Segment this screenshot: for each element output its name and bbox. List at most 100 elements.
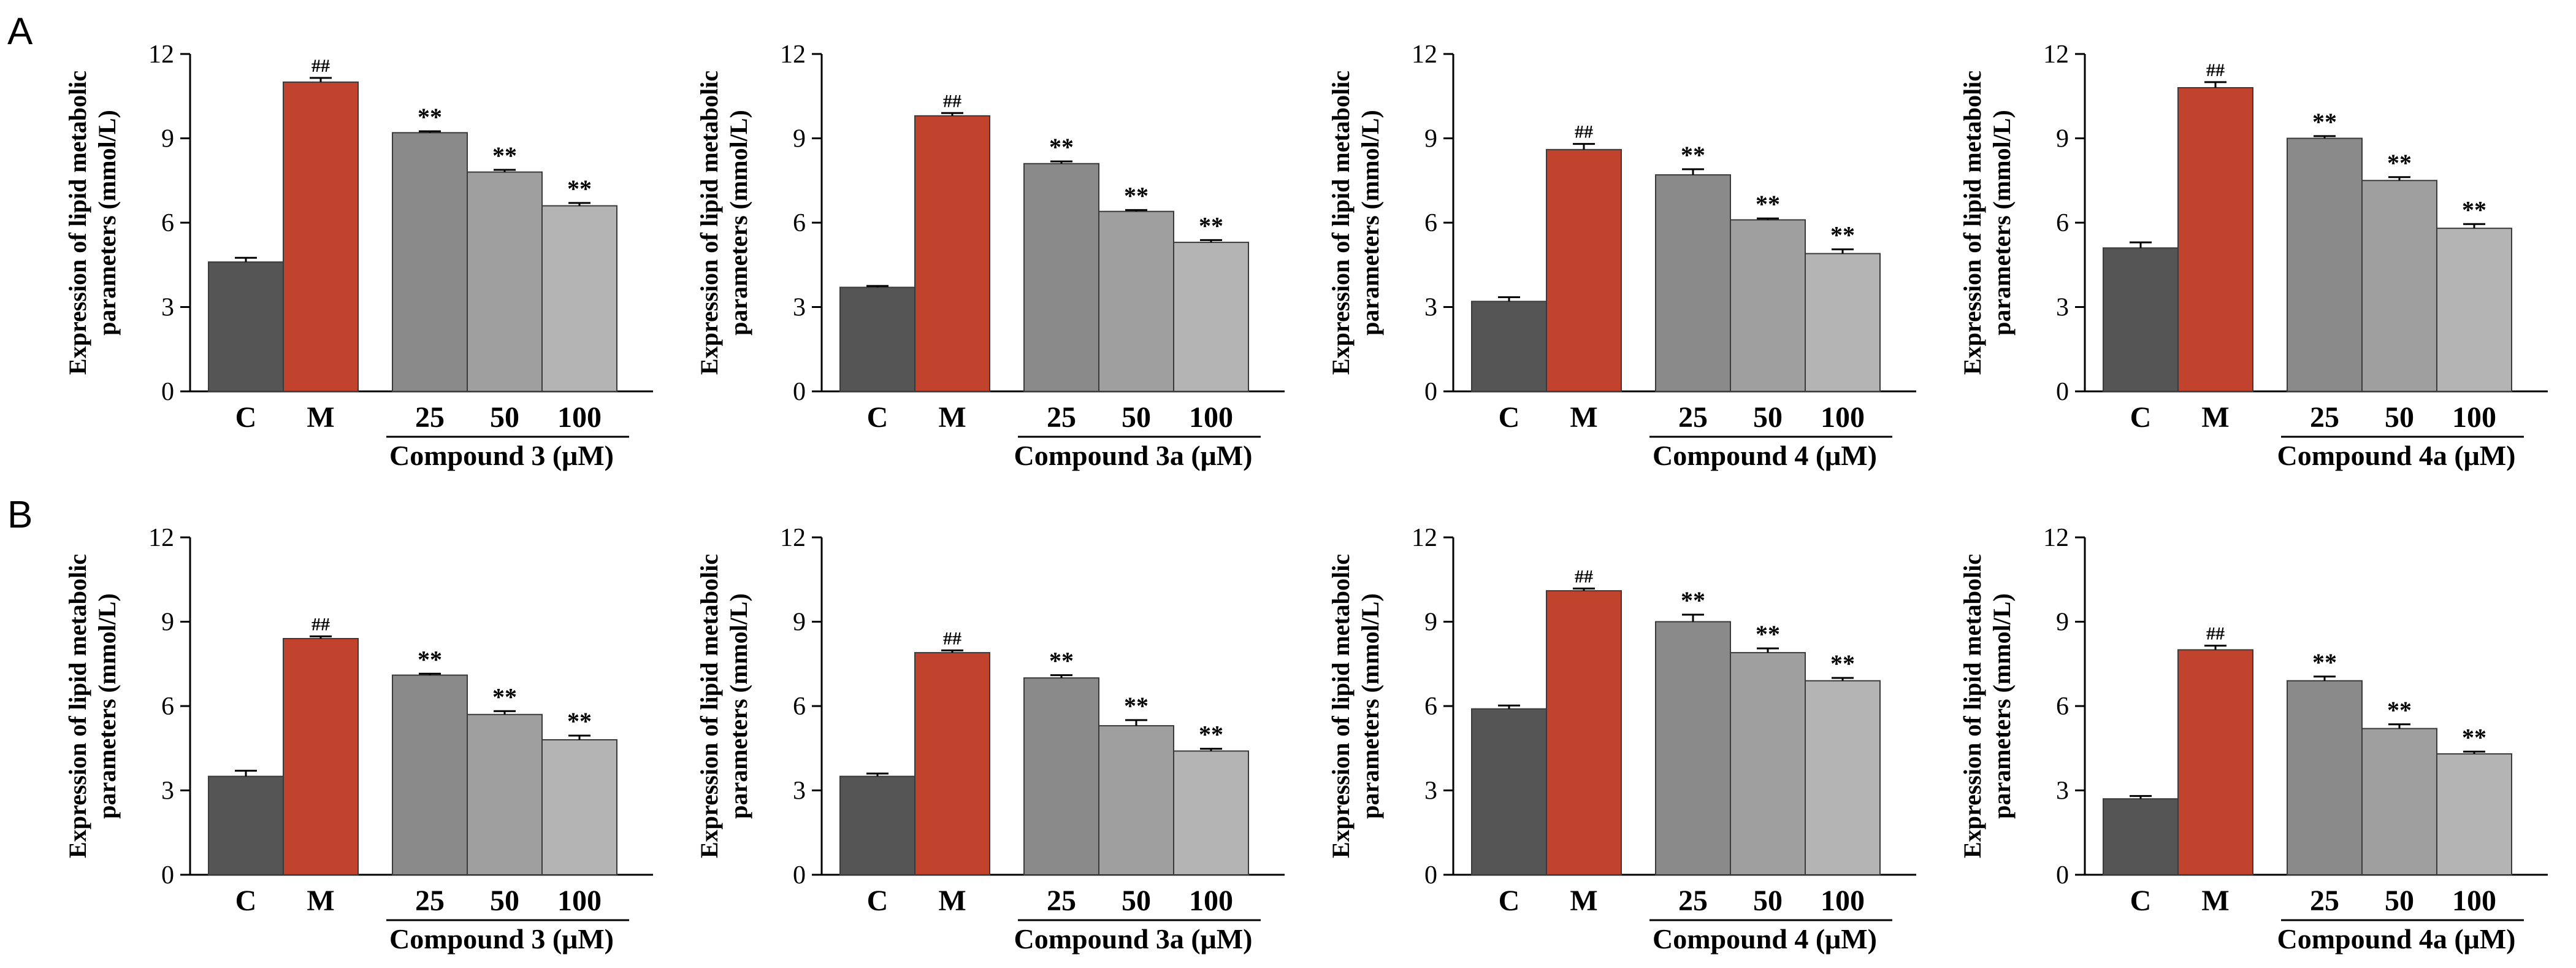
- y-axis-label-line1: Expression of lipid metabolic: [695, 554, 723, 858]
- x-category-label: 100: [1189, 401, 1233, 434]
- bar-50: [467, 171, 543, 392]
- group-label: Compound 4a (μM): [2277, 440, 2515, 471]
- significance-hash: ##: [943, 628, 961, 648]
- y-axis-label-line1: Expression of lipid metabolic: [1959, 71, 1986, 375]
- significance-hash: ##: [311, 614, 330, 634]
- chart-b-1: 0 3 6 9 12 Expression of lipid metabolic param…: [64, 524, 653, 955]
- y-axis-label-line1: Expression of lipid metabolic: [64, 554, 91, 858]
- significance-stars: **: [418, 645, 442, 673]
- significance-stars: **: [2387, 696, 2412, 724]
- y-tick-label: 0: [793, 861, 806, 889]
- bar-C: [839, 775, 915, 876]
- x-category-label: 25: [2310, 885, 2339, 917]
- y-tick-label: 9: [2056, 609, 2069, 637]
- y-tick-label: 3: [2056, 294, 2069, 322]
- chart-b-2: 0 3 6 9 12 Expression of lipid metabolic param…: [695, 524, 1285, 955]
- bar-25: [2287, 680, 2363, 875]
- significance-stars: **: [2462, 196, 2486, 223]
- bar-M: [914, 651, 990, 875]
- y-axis-label-line2: parameters (mmol/L): [1988, 110, 2016, 336]
- y-tick-label: 9: [793, 125, 806, 153]
- bar-25: [2287, 137, 2363, 392]
- bar-M: [1546, 148, 1622, 392]
- y-axis-label-line2: parameters (mmol/L): [93, 593, 121, 819]
- bar-100: [1805, 253, 1881, 392]
- significance-stars: **: [2312, 648, 2337, 676]
- panel-label-b: B: [7, 494, 32, 536]
- y-tick-label: 0: [793, 378, 806, 406]
- y-tick-label: 3: [2056, 777, 2069, 805]
- x-category-label: M: [1570, 401, 1597, 434]
- y-axis-label-line1: Expression of lipid metabolic: [1327, 71, 1355, 375]
- bar-100: [541, 739, 617, 875]
- bar-50: [2361, 180, 2437, 392]
- chart-a-1: 0 3 6 9 12 Expression of lipid metabolic param…: [64, 40, 653, 471]
- significance-stars: **: [1049, 133, 1074, 161]
- significance-stars: **: [1830, 650, 1855, 677]
- bar-M: [283, 81, 359, 392]
- bar-25: [1655, 174, 1731, 392]
- bar-M: [1546, 590, 1622, 875]
- y-axis-label-line2: parameters (mmol/L): [725, 593, 752, 819]
- y-tick-label: 6: [1424, 209, 1437, 237]
- significance-stars: **: [567, 707, 592, 735]
- significance-stars: **: [492, 142, 517, 169]
- x-category-label: 100: [1821, 885, 1865, 917]
- bar-25: [392, 674, 468, 876]
- bar-100: [541, 205, 617, 392]
- bar-25: [1023, 677, 1099, 875]
- significance-stars: **: [1681, 586, 1705, 614]
- bar-50: [1098, 725, 1174, 876]
- y-tick-label: 12: [2043, 40, 2069, 69]
- x-category-label: 50: [2385, 885, 2414, 917]
- x-category-label: M: [307, 401, 334, 434]
- y-tick-label: 6: [793, 209, 806, 237]
- y-tick-label: 12: [1412, 40, 1437, 69]
- x-category-label: 50: [2385, 401, 2414, 434]
- x-category-label: 25: [1678, 885, 1708, 917]
- y-tick-label: 12: [148, 40, 174, 69]
- y-tick-label: 12: [148, 524, 174, 552]
- bar-25: [1023, 163, 1099, 392]
- bar-100: [2436, 753, 2512, 875]
- y-tick-label: 6: [2056, 693, 2069, 721]
- bar-C: [208, 261, 284, 392]
- bar-C: [1471, 301, 1547, 393]
- x-category-label: 25: [415, 401, 445, 434]
- y-tick-label: 12: [2043, 524, 2069, 552]
- x-category-label: 100: [557, 401, 602, 434]
- y-tick-label: 9: [1424, 125, 1437, 153]
- y-tick-label: 0: [161, 378, 174, 406]
- x-category-label: 100: [2452, 401, 2496, 434]
- x-category-label: M: [938, 401, 966, 434]
- bar-100: [1173, 750, 1249, 876]
- y-tick-label: 6: [793, 693, 806, 721]
- x-category-label: M: [938, 885, 966, 917]
- group-label: Compound 4a (μM): [2277, 923, 2515, 955]
- x-category-label: M: [1570, 885, 1597, 917]
- significance-stars: **: [2387, 149, 2412, 177]
- y-axis-label-line1: Expression of lipid metabolic: [64, 71, 91, 375]
- significance-stars: **: [1199, 721, 1223, 748]
- y-tick-label: 0: [2056, 861, 2069, 889]
- group-label: Compound 4 (μM): [1653, 440, 1877, 471]
- y-tick-label: 9: [161, 609, 174, 637]
- x-category-label: 50: [1753, 401, 1783, 434]
- x-category-label: 100: [557, 885, 602, 917]
- y-tick-label: 3: [1424, 294, 1437, 322]
- significance-hash: ##: [311, 56, 330, 76]
- bar-100: [1805, 680, 1881, 875]
- group-label: Compound 3a (μM): [1014, 440, 1252, 471]
- x-category-label: C: [235, 885, 257, 917]
- y-axis-label-line2: parameters (mmol/L): [1988, 593, 2016, 819]
- group-label: Compound 3 (μM): [389, 440, 614, 471]
- y-tick-label: 12: [780, 40, 806, 69]
- y-axis-label-line2: parameters (mmol/L): [1356, 593, 1384, 819]
- significance-hash: ##: [2206, 623, 2225, 643]
- y-tick-label: 0: [1424, 861, 1437, 889]
- group-label: Compound 4 (μM): [1653, 923, 1877, 955]
- x-category-label: 100: [1821, 401, 1865, 434]
- y-tick-label: 3: [1424, 777, 1437, 805]
- bar-50: [1098, 210, 1174, 392]
